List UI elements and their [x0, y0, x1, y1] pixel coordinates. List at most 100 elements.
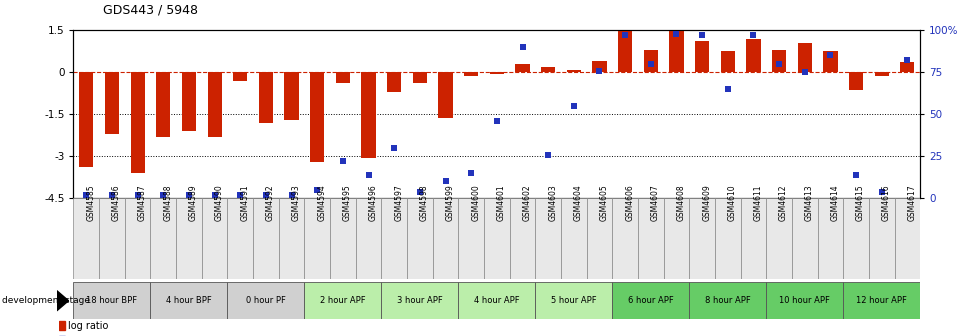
Point: [334, 159, 350, 164]
Bar: [335, 72, 349, 83]
Point: [540, 152, 556, 157]
Bar: [720, 51, 734, 72]
Text: GSM4597: GSM4597: [394, 184, 403, 221]
Bar: [689, 282, 766, 319]
Bar: [182, 72, 196, 131]
Point: [156, 192, 171, 198]
Text: GSM4586: GSM4586: [111, 184, 121, 221]
Bar: [310, 72, 324, 162]
Text: GSM4585: GSM4585: [86, 184, 95, 221]
Point: [514, 44, 530, 50]
Text: development stage: development stage: [2, 296, 90, 305]
Bar: [510, 198, 535, 279]
Point: [437, 179, 453, 184]
Bar: [483, 198, 510, 279]
Bar: [644, 50, 657, 72]
Bar: [592, 61, 606, 72]
Text: GSM4592: GSM4592: [266, 184, 275, 221]
Text: GSM4595: GSM4595: [342, 184, 351, 221]
Text: GSM4600: GSM4600: [470, 184, 479, 221]
Text: GSM4602: GSM4602: [522, 184, 531, 221]
Text: GSM4596: GSM4596: [368, 184, 378, 221]
Bar: [515, 64, 529, 72]
Text: GSM4590: GSM4590: [214, 184, 223, 221]
Bar: [797, 43, 811, 72]
Bar: [73, 282, 151, 319]
Bar: [541, 67, 555, 72]
Bar: [99, 198, 124, 279]
Bar: [407, 198, 432, 279]
Text: GSM4617: GSM4617: [907, 184, 915, 221]
Bar: [535, 198, 560, 279]
Bar: [669, 26, 683, 72]
Text: GSM4614: GSM4614: [829, 184, 838, 221]
Text: GSM4603: GSM4603: [548, 184, 556, 221]
Bar: [766, 282, 842, 319]
Text: GSM4608: GSM4608: [676, 184, 685, 221]
Text: GSM4616: GSM4616: [881, 184, 890, 221]
Bar: [900, 62, 913, 72]
Point: [822, 53, 837, 58]
Bar: [59, 321, 65, 330]
Bar: [873, 72, 888, 76]
Bar: [130, 72, 145, 173]
Bar: [848, 72, 863, 90]
Bar: [766, 198, 791, 279]
Point: [360, 172, 376, 177]
Point: [693, 33, 709, 38]
Bar: [381, 282, 458, 319]
Text: GSM4609: GSM4609: [701, 184, 710, 221]
Text: GSM4607: GSM4607: [650, 184, 659, 221]
Bar: [413, 72, 426, 83]
Polygon shape: [57, 291, 68, 311]
Bar: [842, 282, 919, 319]
Text: 4 hour APF: 4 hour APF: [473, 296, 519, 305]
Text: GSM4593: GSM4593: [291, 184, 300, 221]
Point: [873, 189, 889, 194]
Bar: [252, 198, 279, 279]
Bar: [151, 198, 176, 279]
Point: [899, 58, 914, 63]
Point: [617, 33, 633, 38]
Bar: [361, 72, 376, 158]
Point: [284, 192, 299, 198]
Text: 0 hour PF: 0 hour PF: [245, 296, 286, 305]
Point: [668, 31, 684, 36]
Point: [78, 192, 94, 198]
Bar: [560, 198, 586, 279]
Point: [463, 170, 478, 176]
Text: log ratio: log ratio: [67, 321, 108, 331]
Bar: [458, 282, 535, 319]
Text: GSM4610: GSM4610: [727, 184, 736, 221]
Text: GSM4588: GSM4588: [163, 184, 172, 220]
Bar: [740, 198, 766, 279]
Bar: [285, 72, 298, 120]
Point: [104, 192, 119, 198]
Bar: [79, 72, 93, 167]
Text: 2 hour APF: 2 hour APF: [320, 296, 366, 305]
Text: 10 hour APF: 10 hour APF: [778, 296, 829, 305]
Bar: [304, 282, 381, 319]
Bar: [586, 198, 611, 279]
Text: GDS443 / 5948: GDS443 / 5948: [103, 4, 198, 17]
Point: [771, 61, 786, 67]
Bar: [330, 198, 355, 279]
Text: GSM4615: GSM4615: [855, 184, 865, 221]
Point: [796, 70, 812, 75]
Bar: [611, 198, 638, 279]
Bar: [791, 198, 817, 279]
Bar: [156, 72, 170, 137]
Text: 6 hour APF: 6 hour APF: [627, 296, 673, 305]
Text: GSM4605: GSM4605: [599, 184, 608, 221]
Point: [386, 145, 402, 151]
Bar: [381, 198, 407, 279]
Point: [719, 86, 734, 92]
Bar: [617, 29, 632, 72]
Point: [488, 118, 505, 124]
Text: 3 hour APF: 3 hour APF: [396, 296, 442, 305]
Bar: [438, 72, 452, 119]
Text: 18 hour BPF: 18 hour BPF: [86, 296, 137, 305]
Point: [847, 172, 863, 177]
Point: [643, 61, 658, 67]
Bar: [233, 72, 247, 81]
